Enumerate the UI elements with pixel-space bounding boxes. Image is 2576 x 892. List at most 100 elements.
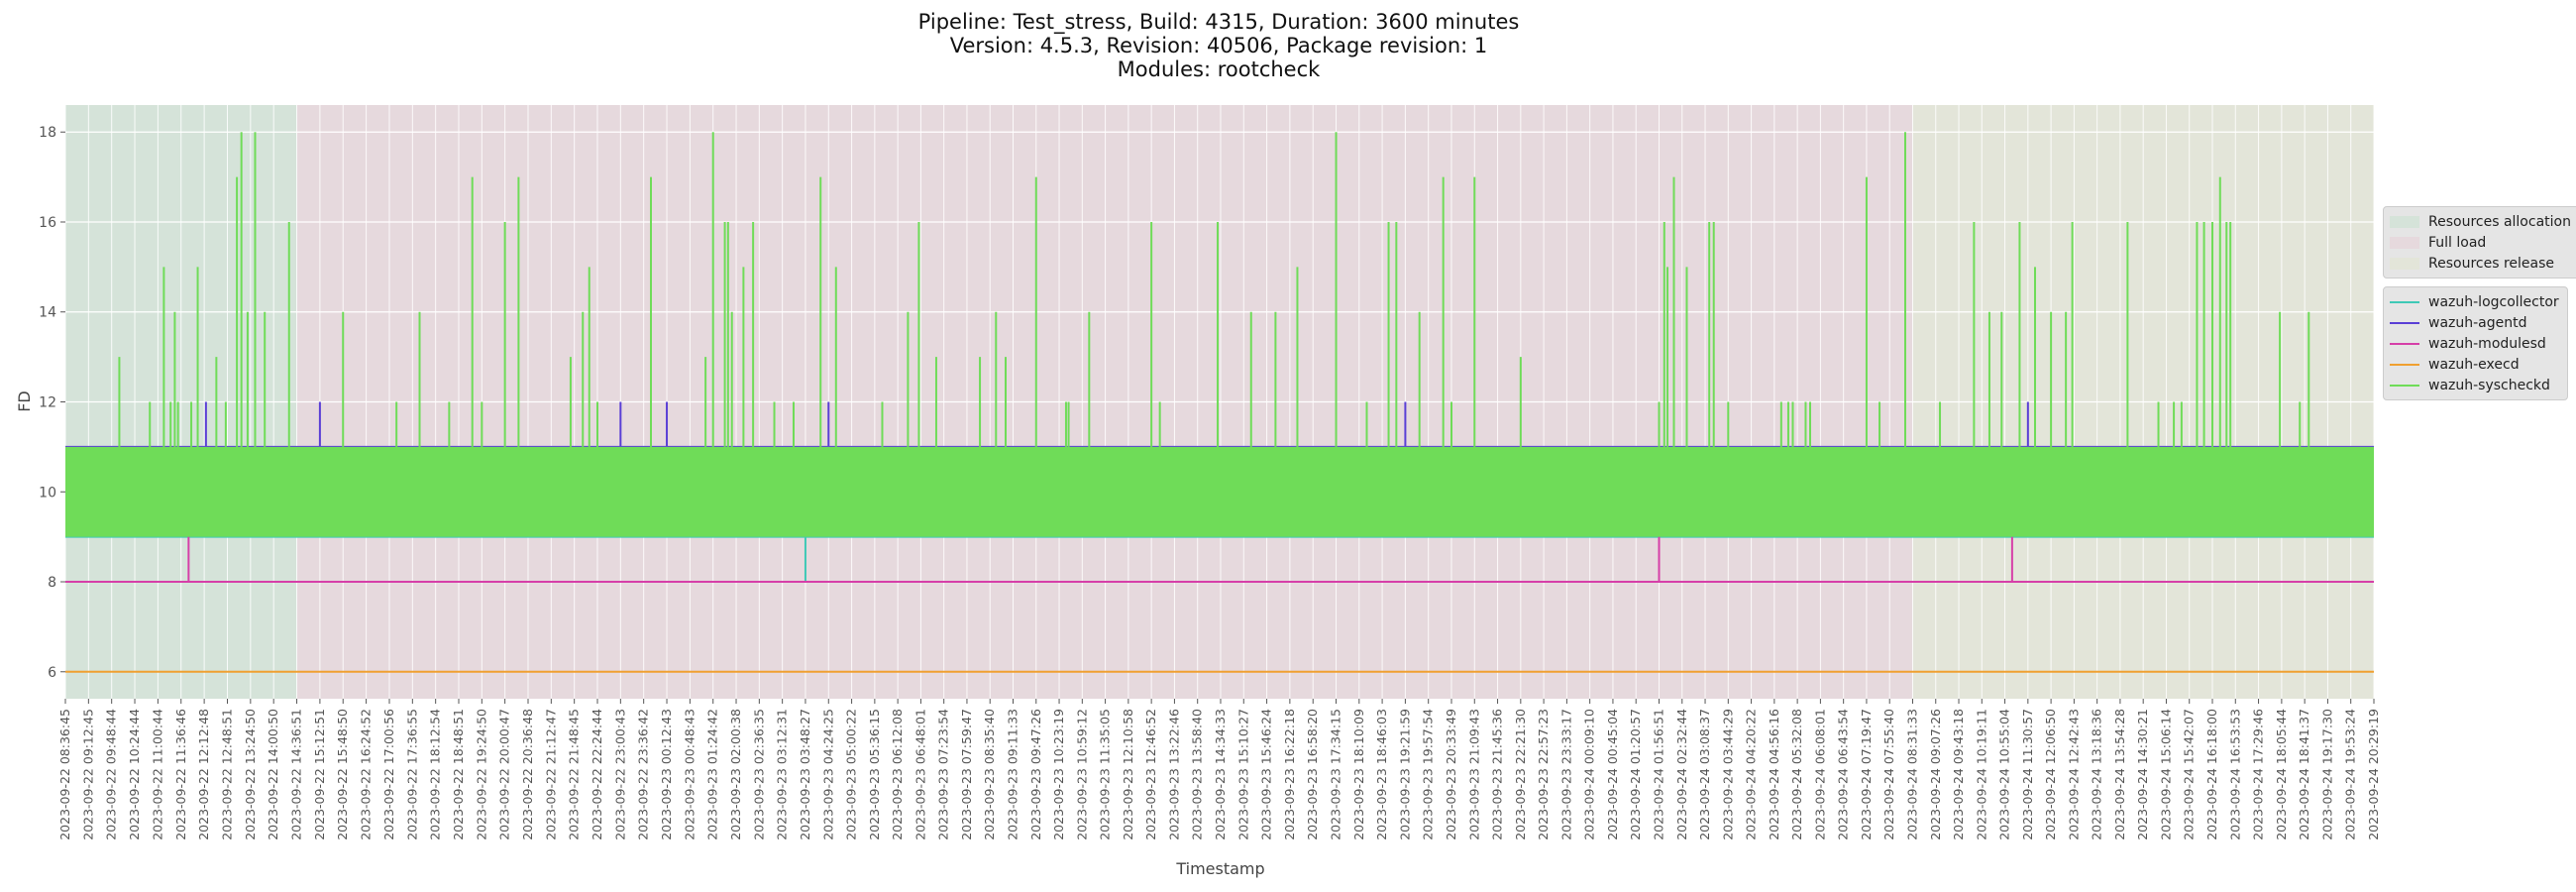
x-tick-label: 2023-09-23 10:23:19: [1051, 709, 1066, 840]
x-tick-label: 2023-09-22 17:36:55: [404, 709, 419, 840]
x-tick-label: 2023-09-23 01:24:42: [705, 709, 720, 840]
x-tick-label: 2023-09-24 10:19:11: [1974, 709, 1988, 840]
x-tick-label: 2023-09-24 07:55:40: [1881, 709, 1896, 840]
legend-label: wazuh-logcollector: [2428, 293, 2559, 310]
x-tick-label: 2023-09-22 20:36:48: [520, 709, 535, 840]
legend-label: wazuh-syscheckd: [2428, 377, 2550, 393]
legend-label: wazuh-agentd: [2428, 314, 2527, 331]
x-tick-label: 2023-09-23 09:11:33: [1005, 709, 1020, 840]
x-tick-label: 2023-09-24 16:53:53: [2227, 709, 2242, 840]
x-tick-label: 2023-09-22 14:36:51: [289, 709, 304, 840]
x-tick-label: 2023-09-23 18:46:03: [1374, 709, 1389, 840]
legend-swatch: [2390, 321, 2419, 324]
x-tick-label: 2023-09-24 03:44:29: [1720, 709, 1735, 840]
legend-item-series: wazuh-logcollector: [2390, 291, 2559, 312]
x-tick-label: 2023-09-22 23:00:43: [612, 709, 627, 840]
legend-item-series: wazuh-syscheckd: [2390, 375, 2559, 395]
x-tick-label: 2023-09-22 18:12:54: [428, 709, 443, 840]
x-tick-label: 2023-09-22 09:48:44: [104, 709, 119, 840]
x-tick-label: 2023-09-24 18:05:44: [2274, 709, 2289, 840]
x-tick-label: 2023-09-24 14:30:21: [2135, 709, 2150, 840]
x-tick-label: 2023-09-23 22:57:23: [1536, 709, 1551, 840]
legend-swatch: [2390, 300, 2419, 303]
x-tick-label: 2023-09-24 07:19:47: [1859, 709, 1874, 840]
title-line-modules: Modules: rootcheck: [1117, 57, 1321, 81]
x-tick-label: 2023-09-22 11:00:44: [150, 709, 164, 840]
x-tick-label: 2023-09-24 04:20:22: [1744, 709, 1759, 840]
legend-item-series: wazuh-agentd: [2390, 312, 2559, 333]
x-tick-label: 2023-09-24 11:30:57: [2020, 709, 2035, 840]
legend-item-phase: Resources allocation: [2390, 211, 2571, 232]
x-tick-label: 2023-09-22 20:00:47: [497, 709, 512, 840]
x-tick-label: 2023-09-24 19:17:30: [2319, 709, 2334, 840]
legend-label: wazuh-execd: [2428, 356, 2520, 373]
legend-label: Resources release: [2428, 255, 2554, 272]
x-tick-label: 2023-09-23 23:33:17: [1558, 709, 1573, 840]
x-tick-label: 2023-09-24 17:29:46: [2251, 709, 2266, 840]
x-tick-label: 2023-09-23 19:57:54: [1421, 709, 1436, 840]
phase-legend: Resources allocation Full load Resources r…: [2383, 206, 2576, 279]
y-tick-label: 16: [39, 215, 56, 231]
x-tick-label: 2023-09-24 20:29:19: [2366, 709, 2381, 840]
x-tick-label: 2023-09-23 09:47:26: [1028, 709, 1043, 840]
x-tick-label: 2023-09-22 18:48:51: [451, 709, 466, 840]
x-tick-label: 2023-09-23 17:34:15: [1329, 709, 1343, 840]
x-tick-label: 2023-09-24 03:08:37: [1697, 709, 1712, 840]
x-tick-label: 2023-09-22 12:48:51: [220, 709, 235, 840]
x-tick-label: 2023-09-24 04:56:16: [1767, 709, 1781, 840]
x-tick-label: 2023-09-22 19:24:50: [474, 709, 488, 840]
title-line-pipeline: Pipeline: Test_stress, Build: 4315, Dura…: [917, 10, 1520, 34]
x-tick-label: 2023-09-22 22:24:44: [590, 709, 604, 840]
legend-label: Full load: [2428, 234, 2487, 251]
x-tick-label: 2023-09-24 10:55:04: [1997, 709, 2012, 840]
series-wazuh-syscheckd: [65, 446, 2374, 537]
y-tick-label: 10: [39, 485, 56, 501]
x-tick-label: 2023-09-23 15:10:27: [1235, 709, 1250, 840]
legend-swatch: [2390, 342, 2419, 345]
x-tick-label: 2023-09-22 09:12:45: [80, 709, 95, 840]
x-tick-label: 2023-09-24 00:09:10: [1582, 709, 1597, 840]
x-tick-label: 2023-09-23 16:22:18: [1282, 709, 1297, 840]
x-tick-label: 2023-09-24 19:53:24: [2343, 709, 2358, 840]
chart-title: Pipeline: Test_stress, Build: 4315, Dura…: [0, 10, 2437, 81]
legend-item-series: wazuh-execd: [2390, 354, 2559, 375]
series-legend: wazuh-logcollector wazuh-agentd wazuh-modu…: [2383, 286, 2568, 400]
x-tick-label: 2023-09-23 03:12:31: [775, 709, 790, 840]
x-tick-label: 2023-09-22 12:12:48: [196, 709, 211, 840]
y-tick-label: 6: [48, 665, 56, 681]
x-tick-label: 2023-09-22 15:48:50: [335, 709, 350, 840]
x-tick-label: 2023-09-23 00:48:43: [682, 709, 697, 840]
x-tick-label: 2023-09-23 11:35:05: [1098, 709, 1113, 840]
legend-swatch: [2390, 257, 2419, 270]
x-tick-label: 2023-09-23 12:10:58: [1121, 709, 1135, 840]
x-tick-label: 2023-09-23 06:12:08: [890, 709, 905, 840]
x-tick-label: 2023-09-23 02:00:38: [728, 709, 743, 840]
x-tick-label: 2023-09-23 05:00:22: [844, 709, 859, 840]
x-tick-label: 2023-09-22 23:36:42: [636, 709, 651, 840]
y-tick-label: 14: [39, 305, 56, 321]
x-tick-label: 2023-09-22 15:12:51: [312, 709, 327, 840]
y-tick-label: 8: [48, 575, 56, 591]
x-tick-label: 2023-09-22 16:24:52: [359, 709, 374, 840]
x-tick-label: 2023-09-24 09:07:26: [1928, 709, 1943, 840]
x-tick-label: 2023-09-23 14:34:33: [1213, 709, 1228, 840]
x-tick-label: 2023-09-24 18:41:37: [2297, 709, 2311, 840]
x-tick-label: 2023-09-23 06:48:01: [912, 709, 927, 840]
x-tick-label: 2023-09-23 07:59:47: [959, 709, 974, 840]
x-tick-label: 2023-09-23 16:58:20: [1305, 709, 1320, 840]
x-tick-label: 2023-09-23 21:09:43: [1466, 709, 1481, 840]
x-tick-label: 2023-09-23 18:10:09: [1351, 709, 1366, 840]
x-tick-label: 2023-09-22 17:00:56: [381, 709, 396, 840]
x-tick-label: 2023-09-24 09:43:18: [1951, 709, 1966, 840]
x-tick-label: 2023-09-23 05:36:15: [867, 709, 882, 840]
x-tick-label: 2023-09-24 01:56:51: [1651, 709, 1665, 840]
legend-swatch: [2390, 363, 2419, 366]
x-tick-label: 2023-09-24 16:18:00: [2204, 709, 2219, 840]
legend-item-phase: Full load: [2390, 232, 2571, 253]
x-tick-label: 2023-09-22 14:00:50: [266, 709, 280, 840]
y-tick-label: 18: [39, 125, 56, 141]
x-tick-label: 2023-09-22 11:36:46: [173, 709, 188, 840]
x-tick-label: 2023-09-24 12:42:43: [2066, 709, 2081, 840]
y-axis-label: FD: [15, 390, 34, 412]
